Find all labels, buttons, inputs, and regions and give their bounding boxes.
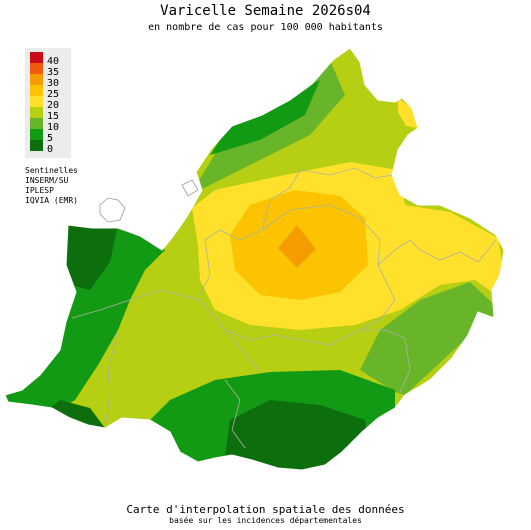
legend-label-0: 0 bbox=[47, 144, 54, 155]
map-subtitle: en nombre de cas pour 100 000 habitants bbox=[148, 22, 383, 33]
footer-caption: Carte d'interpolation spatiale des donné… bbox=[126, 503, 405, 516]
islet-outline bbox=[181, 179, 199, 197]
border-5 bbox=[377, 239, 497, 266]
zone-0-south bbox=[225, 400, 370, 470]
enclave-outline bbox=[99, 197, 126, 223]
legend: 40 35 30 25 20 15 10 5 0 bbox=[25, 48, 71, 158]
map-title: Varicelle Semaine 2026s04 bbox=[160, 3, 371, 19]
zone-0-west bbox=[60, 215, 118, 290]
legend-label-35: 35 bbox=[47, 67, 60, 78]
footer-subcaption: basée sur les incidences départementales bbox=[169, 516, 362, 525]
zone-10-east bbox=[360, 282, 500, 395]
department-borders bbox=[71, 167, 497, 449]
border-6 bbox=[360, 329, 411, 393]
legend-label-25: 25 bbox=[47, 89, 60, 100]
source-iplesp: IPLESP bbox=[25, 186, 54, 195]
legend-swatch-25 bbox=[30, 85, 43, 96]
legend-swatch-30 bbox=[30, 74, 43, 85]
legend-label-5: 5 bbox=[47, 133, 54, 144]
legend-swatch-20 bbox=[30, 96, 43, 107]
source-iqvia: IQVIA (EMR) bbox=[25, 196, 78, 205]
region-outline bbox=[4, 47, 505, 471]
border-1 bbox=[129, 289, 261, 373]
legend-label-20: 20 bbox=[47, 100, 60, 111]
border-10 bbox=[104, 329, 119, 429]
legend-swatch-10 bbox=[30, 118, 43, 129]
source-sentinelles: Sentinelles bbox=[25, 166, 78, 175]
border-9 bbox=[71, 299, 131, 319]
legend-swatch-40 bbox=[30, 52, 43, 63]
legend-label-40: 40 bbox=[47, 56, 60, 67]
incidence-map bbox=[4, 47, 505, 471]
border-8 bbox=[224, 379, 246, 449]
zone-0-coast bbox=[50, 400, 105, 428]
legend-label-15: 15 bbox=[47, 111, 60, 122]
border-7 bbox=[224, 329, 361, 346]
legend-swatch-35 bbox=[30, 63, 43, 74]
legend-swatch-5 bbox=[30, 129, 43, 140]
border-2 bbox=[199, 169, 301, 296]
zone-30 bbox=[278, 225, 316, 268]
data-sources: Sentinelles INSERM/SU IPLESP IQVIA (EMR) bbox=[25, 166, 78, 206]
border-3 bbox=[299, 167, 393, 179]
legend-swatch-15 bbox=[30, 107, 43, 118]
interpolation-surface bbox=[5, 48, 504, 470]
legend-label-30: 30 bbox=[47, 78, 60, 89]
zone-20-northeast bbox=[398, 98, 418, 128]
legend-swatch-0 bbox=[30, 140, 43, 151]
border-4 bbox=[261, 204, 396, 331]
legend-label-10: 10 bbox=[47, 122, 60, 133]
source-inserm: INSERM/SU bbox=[25, 176, 69, 185]
